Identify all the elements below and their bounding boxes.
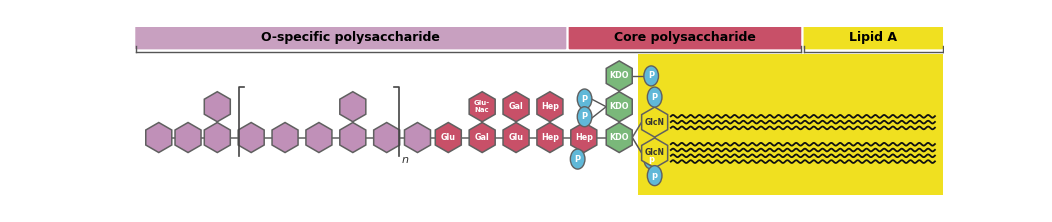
Ellipse shape (578, 107, 592, 127)
Polygon shape (175, 123, 201, 153)
Polygon shape (238, 123, 264, 153)
Polygon shape (340, 92, 366, 122)
Text: Glu-
Nac: Glu- Nac (474, 100, 490, 113)
Polygon shape (606, 61, 632, 91)
Polygon shape (340, 123, 366, 153)
Polygon shape (503, 92, 529, 122)
Ellipse shape (644, 149, 659, 169)
Text: Glu: Glu (441, 133, 456, 142)
Text: P: P (648, 71, 654, 80)
Text: Hep: Hep (574, 133, 593, 142)
Ellipse shape (570, 149, 585, 169)
Text: Gal: Gal (474, 133, 489, 142)
Text: Glu: Glu (508, 133, 524, 142)
Polygon shape (146, 123, 171, 153)
Polygon shape (606, 123, 632, 153)
Polygon shape (204, 92, 230, 122)
Text: GlcN: GlcN (645, 149, 665, 157)
Text: KDO: KDO (609, 102, 629, 111)
Bar (638, 54, 943, 194)
Ellipse shape (647, 166, 662, 186)
Polygon shape (404, 123, 430, 153)
FancyBboxPatch shape (804, 26, 943, 49)
Ellipse shape (644, 66, 659, 86)
Text: Hep: Hep (541, 102, 559, 111)
Text: GlcN: GlcN (645, 118, 665, 127)
Polygon shape (204, 123, 230, 153)
FancyBboxPatch shape (136, 26, 566, 49)
Text: Core polysaccharide: Core polysaccharide (614, 31, 756, 44)
Polygon shape (642, 107, 668, 137)
Text: n: n (402, 155, 409, 165)
Text: P: P (582, 95, 588, 103)
Polygon shape (469, 92, 495, 122)
Ellipse shape (578, 89, 592, 109)
Polygon shape (537, 92, 563, 122)
Text: p: p (651, 171, 658, 180)
Text: Gal: Gal (509, 102, 524, 111)
Polygon shape (436, 123, 461, 153)
Polygon shape (537, 123, 563, 153)
Text: KDO: KDO (609, 71, 629, 80)
Text: O-specific polysaccharide: O-specific polysaccharide (261, 31, 440, 44)
Polygon shape (272, 123, 298, 153)
Polygon shape (469, 123, 495, 153)
Text: KDO: KDO (609, 133, 629, 142)
Polygon shape (373, 123, 400, 153)
FancyBboxPatch shape (569, 26, 802, 49)
Polygon shape (642, 138, 668, 168)
Polygon shape (571, 123, 596, 153)
Text: p: p (648, 155, 654, 164)
Polygon shape (606, 92, 632, 122)
Polygon shape (503, 123, 529, 153)
Polygon shape (306, 123, 332, 153)
Text: P: P (574, 155, 581, 164)
Text: Hep: Hep (541, 133, 559, 142)
Text: P: P (582, 112, 588, 121)
Text: Lipid A: Lipid A (849, 31, 897, 44)
Text: P: P (651, 93, 658, 102)
Ellipse shape (647, 87, 662, 107)
